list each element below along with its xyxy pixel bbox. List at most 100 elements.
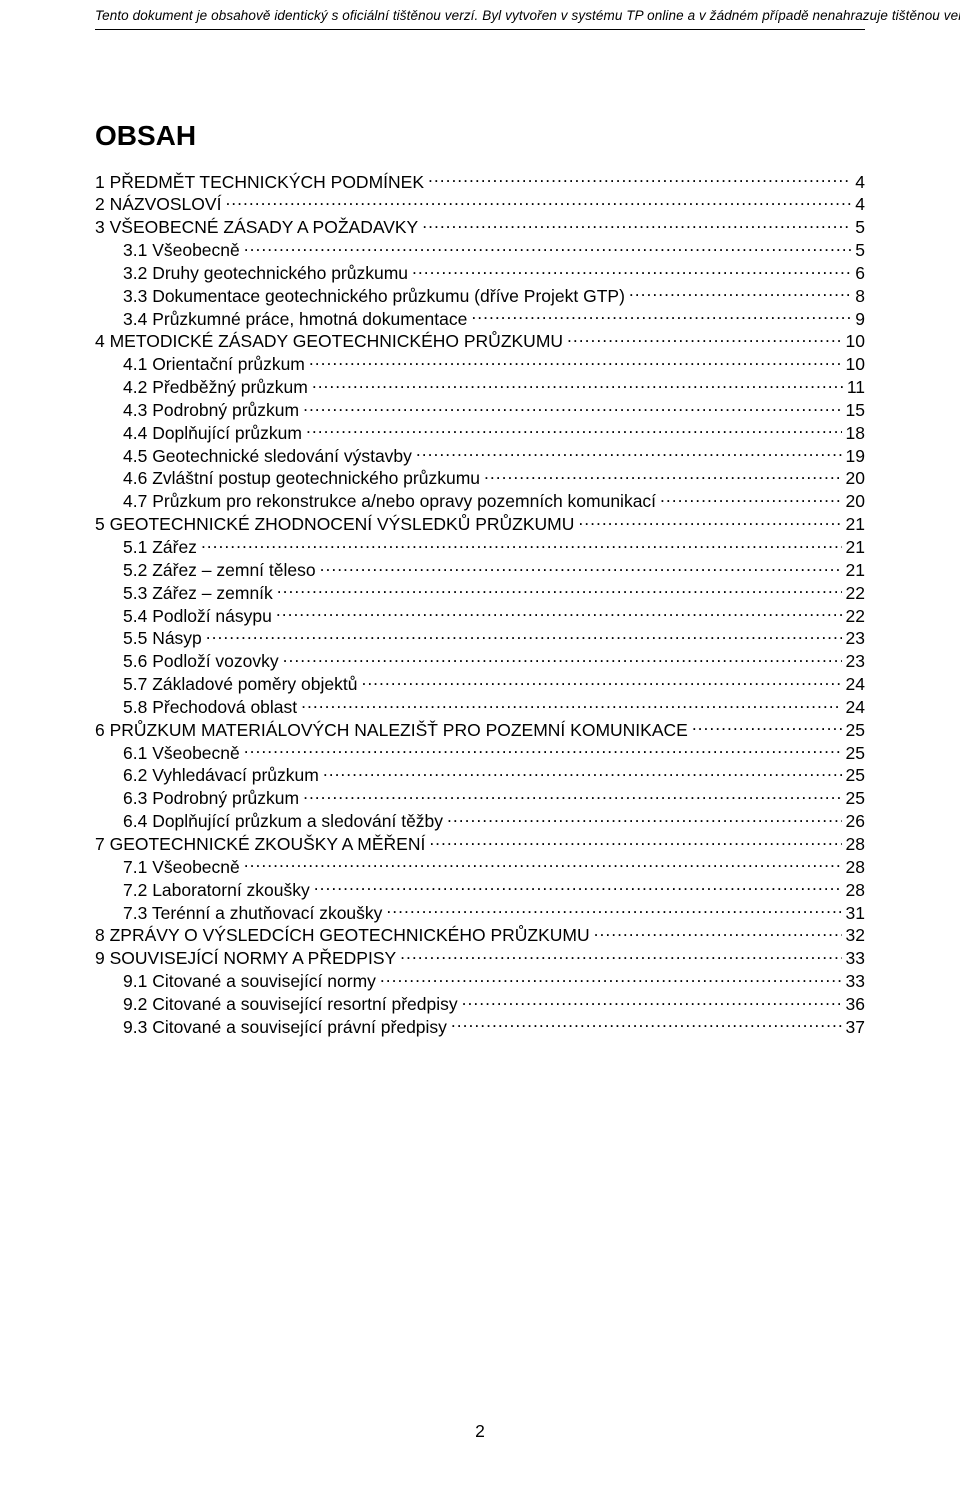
toc-leader-dots <box>244 741 842 759</box>
toc-entry: 1 PŘEDMĚT TECHNICKÝCH PODMÍNEK 4 <box>95 170 865 193</box>
page-number: 2 <box>0 1421 960 1442</box>
toc-entry-label: 4.3 Podrobný průzkum <box>123 400 299 421</box>
toc-leader-dots <box>276 604 842 622</box>
toc-entry-page: 6 <box>855 263 865 284</box>
toc-leader-dots <box>660 490 841 508</box>
toc-entry-page: 20 <box>846 491 865 512</box>
toc-entry: 5.5 Násyp 23 <box>95 627 865 650</box>
toc-entry: 9.1 Citované a související normy 33 <box>95 970 865 993</box>
toc-entry-label: 5.7 Základové poměry objektů <box>123 674 357 695</box>
toc-entry-page: 25 <box>846 743 865 764</box>
toc-leader-dots <box>306 421 842 439</box>
toc-entry-label: 9.3 Citované a související právní předpi… <box>123 1017 447 1038</box>
toc-entry: 4.6 Zvláštní postup geotechnického průzk… <box>95 467 865 490</box>
toc-entry-label: 5.8 Přechodová oblast <box>123 697 297 718</box>
toc-entry-label: 5.6 Podloží vozovky <box>123 651 279 672</box>
toc-entry-label: 5.4 Podloží násypu <box>123 606 272 627</box>
toc-leader-dots <box>380 970 842 988</box>
toc-entry-label: 3.1 Všeobecně <box>123 240 240 261</box>
toc-entry-label: 4.6 Zvláštní postup geotechnického průzk… <box>123 468 480 489</box>
toc-entry-page: 5 <box>855 217 865 238</box>
toc-leader-dots <box>201 536 842 554</box>
toc-entry: 4.3 Podrobný průzkum 15 <box>95 398 865 421</box>
toc-entry-label: 7.2 Laboratorní zkoušky <box>123 880 310 901</box>
toc-leader-dots <box>312 376 843 394</box>
toc-entry: 3 VŠEOBECNÉ ZÁSADY A POŽADAVKY 5 <box>95 216 865 239</box>
toc-entry: 3.4 Průzkumné práce, hmotná dokumentace … <box>95 307 865 330</box>
toc-entry-page: 23 <box>846 651 865 672</box>
toc-entry-label: 5 GEOTECHNICKÉ ZHODNOCENÍ VÝSLEDKŮ PRŮZK… <box>95 514 574 535</box>
toc-leader-dots <box>422 216 851 234</box>
toc-entry-page: 8 <box>855 286 865 307</box>
toc-leader-dots <box>206 627 842 645</box>
toc-entry-label: 5.5 Násyp <box>123 628 202 649</box>
toc-entry-label: 6 PRŮZKUM MATERIÁLOVÝCH NALEZIŠŤ PRO POZ… <box>95 720 688 741</box>
toc-leader-dots <box>692 718 842 736</box>
toc-leader-dots <box>314 878 842 896</box>
toc-entry-page: 5 <box>855 240 865 261</box>
toc-entry-label: 9 SOUVISEJÍCÍ NORMY A PŘEDPISY <box>95 948 396 969</box>
toc-entry-label: 3 VŠEOBECNÉ ZÁSADY A POŽADAVKY <box>95 217 418 238</box>
toc-entry-page: 11 <box>847 377 865 398</box>
toc-entry-page: 25 <box>846 720 865 741</box>
toc-entry-label: 9.2 Citované a související resortní před… <box>123 994 458 1015</box>
toc-entry: 5.3 Zářez – zemník 22 <box>95 581 865 604</box>
toc-entry-page: 37 <box>846 1017 865 1038</box>
toc-entry: 5.6 Podloží vozovky 23 <box>95 650 865 673</box>
toc-entry-page: 18 <box>846 423 865 444</box>
toc-leader-dots <box>629 284 851 302</box>
toc-entry-label: 6.1 Všeobecně <box>123 743 240 764</box>
toc-entry: 3.2 Druhy geotechnického průzkumu 6 <box>95 261 865 284</box>
toc-entry-page: 25 <box>846 788 865 809</box>
toc-entry: 7 GEOTECHNICKÉ ZKOUŠKY A MĚŘENÍ 28 <box>95 832 865 855</box>
toc-entry: 5.1 Zářez 21 <box>95 536 865 559</box>
toc-entry: 9 SOUVISEJÍCÍ NORMY A PŘEDPISY 33 <box>95 947 865 970</box>
toc-entry: 4.5 Geotechnické sledování výstavby 19 <box>95 444 865 467</box>
toc-entry: 5.2 Zářez – zemní těleso 21 <box>95 558 865 581</box>
toc-leader-dots <box>416 444 842 462</box>
toc-entry-label: 7.1 Všeobecně <box>123 857 240 878</box>
toc-entry: 6 PRŮZKUM MATERIÁLOVÝCH NALEZIŠŤ PRO POZ… <box>95 718 865 741</box>
toc-leader-dots <box>412 261 851 279</box>
header-disclaimer: Tento dokument je obsahově identický s o… <box>95 0 865 29</box>
toc-entry: 9.2 Citované a související resortní před… <box>95 992 865 1015</box>
toc-entry-page: 25 <box>846 765 865 786</box>
toc-entry-label: 6.2 Vyhledávací průzkum <box>123 765 319 786</box>
toc-leader-dots <box>594 924 842 942</box>
toc-leader-dots <box>400 947 841 965</box>
toc-leader-dots <box>309 353 842 371</box>
toc-entry-page: 4 <box>855 172 865 193</box>
toc-entry: 4 METODICKÉ ZÁSADY GEOTECHNICKÉHO PRŮZKU… <box>95 330 865 353</box>
toc-leader-dots <box>462 992 842 1010</box>
toc-entry-label: 2 NÁZVOSLOVÍ <box>95 194 221 215</box>
toc-entry: 4.7 Průzkum pro rekonstrukce a/nebo opra… <box>95 490 865 513</box>
toc-entry: 2 NÁZVOSLOVÍ 4 <box>95 193 865 216</box>
toc-entry-label: 3.3 Dokumentace geotechnického průzkumu … <box>123 286 625 307</box>
toc-entry-label: 5.2 Zářez – zemní těleso <box>123 560 316 581</box>
toc-entry: 6.3 Podrobný průzkum 25 <box>95 787 865 810</box>
toc-entry-page: 15 <box>846 400 865 421</box>
toc-entry-label: 8 ZPRÁVY O VÝSLEDCÍCH GEOTECHNICKÉHO PRŮ… <box>95 925 590 946</box>
toc-entry-page: 33 <box>846 971 865 992</box>
toc-leader-dots <box>578 513 841 531</box>
toc-list: 1 PŘEDMĚT TECHNICKÝCH PODMÍNEK 42 NÁZVOS… <box>95 170 865 1038</box>
toc-entry-label: 7 GEOTECHNICKÉ ZKOUŠKY A MĚŘENÍ <box>95 834 425 855</box>
toc-entry-label: 4.5 Geotechnické sledování výstavby <box>123 446 412 467</box>
toc-leader-dots <box>484 467 842 485</box>
toc-entry-label: 4.4 Doplňující průzkum <box>123 423 302 444</box>
toc-entry: 6.2 Vyhledávací průzkum 25 <box>95 764 865 787</box>
toc-entry-label: 5.3 Zářez – zemník <box>123 583 273 604</box>
toc-entry: 5.4 Podloží násypu 22 <box>95 604 865 627</box>
toc-entry-label: 6.3 Podrobný průzkum <box>123 788 299 809</box>
toc-entry-label: 1 PŘEDMĚT TECHNICKÝCH PODMÍNEK <box>95 172 424 193</box>
toc-entry-label: 5.1 Zářez <box>123 537 197 558</box>
toc-entry: 5.7 Základové poměry objektů 24 <box>95 673 865 696</box>
toc-entry-page: 36 <box>846 994 865 1015</box>
toc-entry: 7.1 Všeobecně 28 <box>95 855 865 878</box>
toc-leader-dots <box>567 330 842 348</box>
toc-leader-dots <box>323 764 842 782</box>
toc-entry-page: 26 <box>846 811 865 832</box>
toc-entry-label: 4.7 Průzkum pro rekonstrukce a/nebo opra… <box>123 491 656 512</box>
toc-entry-page: 19 <box>846 446 865 467</box>
toc-leader-dots <box>277 581 842 599</box>
